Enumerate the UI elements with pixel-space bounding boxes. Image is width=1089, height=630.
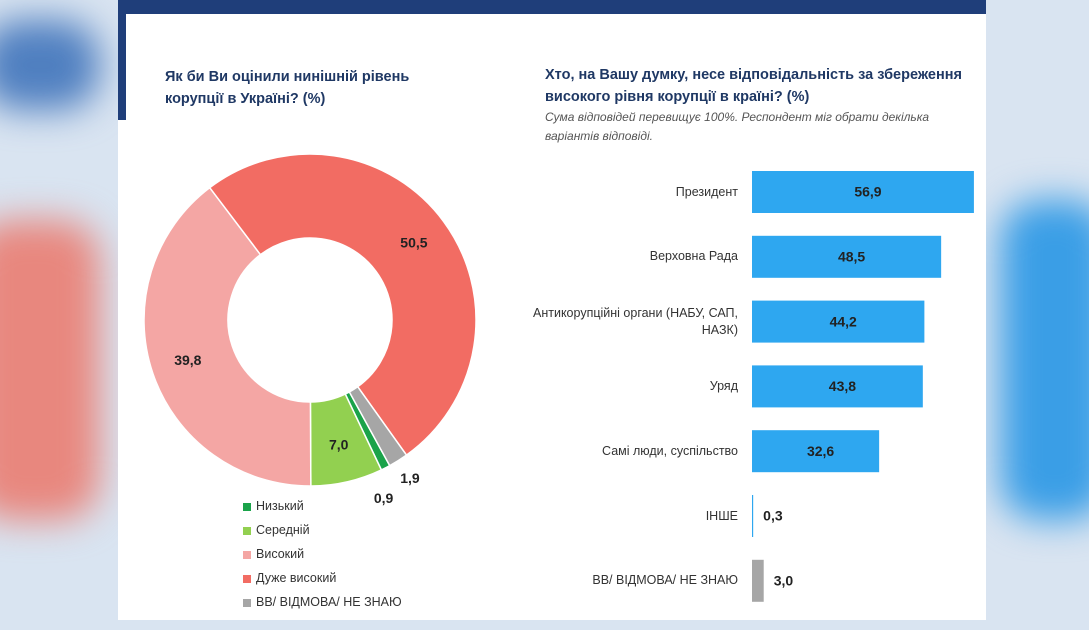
legend-marker [243, 503, 251, 511]
data-label: 1,9 [400, 470, 420, 486]
legend-label: Високий [256, 547, 305, 561]
bar [752, 300, 925, 343]
legend-marker [243, 575, 251, 583]
donut-segment [143, 186, 312, 487]
bar [752, 171, 974, 213]
bar [752, 430, 880, 473]
data-label: 56,9 [854, 184, 881, 200]
background-blur [0, 20, 100, 110]
category-label: ВВ/ ВІДМОВА/ НЕ ЗНАЮ [592, 573, 738, 588]
donut-segment [348, 385, 408, 467]
legend-marker [243, 551, 251, 559]
background-blur [1000, 200, 1089, 520]
background-blur [0, 220, 100, 520]
legend-marker [243, 599, 251, 607]
slide-header-bar [118, 0, 986, 14]
data-label: 0,9 [374, 490, 394, 506]
chart-subtitle: Сума відповідей перевищує 100%. Респонде… [545, 110, 930, 143]
slide-side-bar [118, 0, 126, 120]
data-label: 50,5 [400, 234, 427, 250]
chart-title: Як би Ви оцінили нинішній рівень корупці… [165, 69, 410, 107]
category-label: Антикорупційні органи (НАБУ, САП, НАЗК) [533, 305, 738, 337]
category-label: ІНШЕ [705, 508, 738, 523]
data-label: 43,8 [829, 378, 856, 394]
data-label: 0,3 [763, 508, 783, 524]
donut-segment [208, 153, 477, 457]
category-label: Президент [675, 184, 738, 199]
category-label: Самі люди, суспільство [602, 443, 738, 458]
data-label: 7,0 [329, 436, 349, 452]
legend-label: Дуже високий [256, 571, 337, 585]
category-label: Верховна Рада [649, 249, 738, 264]
data-label: 39,8 [174, 352, 201, 368]
chart-title: Хто, на Вашу думку, несе відповідальніст… [545, 67, 962, 105]
bar [752, 235, 942, 278]
data-label: 44,2 [830, 313, 857, 329]
legend-label: ВВ/ ВІДМОВА/ НЕ ЗНАЮ [256, 595, 402, 609]
legend-marker [243, 527, 251, 535]
bar [752, 559, 764, 602]
bar [752, 495, 754, 537]
bar [752, 365, 923, 408]
category-label: Уряд [709, 378, 738, 393]
data-label: 32,6 [807, 443, 834, 459]
data-label: 48,5 [838, 249, 865, 265]
data-label: 3,0 [774, 573, 794, 589]
legend-label: Низький [256, 499, 304, 513]
legend-label: Середній [256, 523, 310, 537]
